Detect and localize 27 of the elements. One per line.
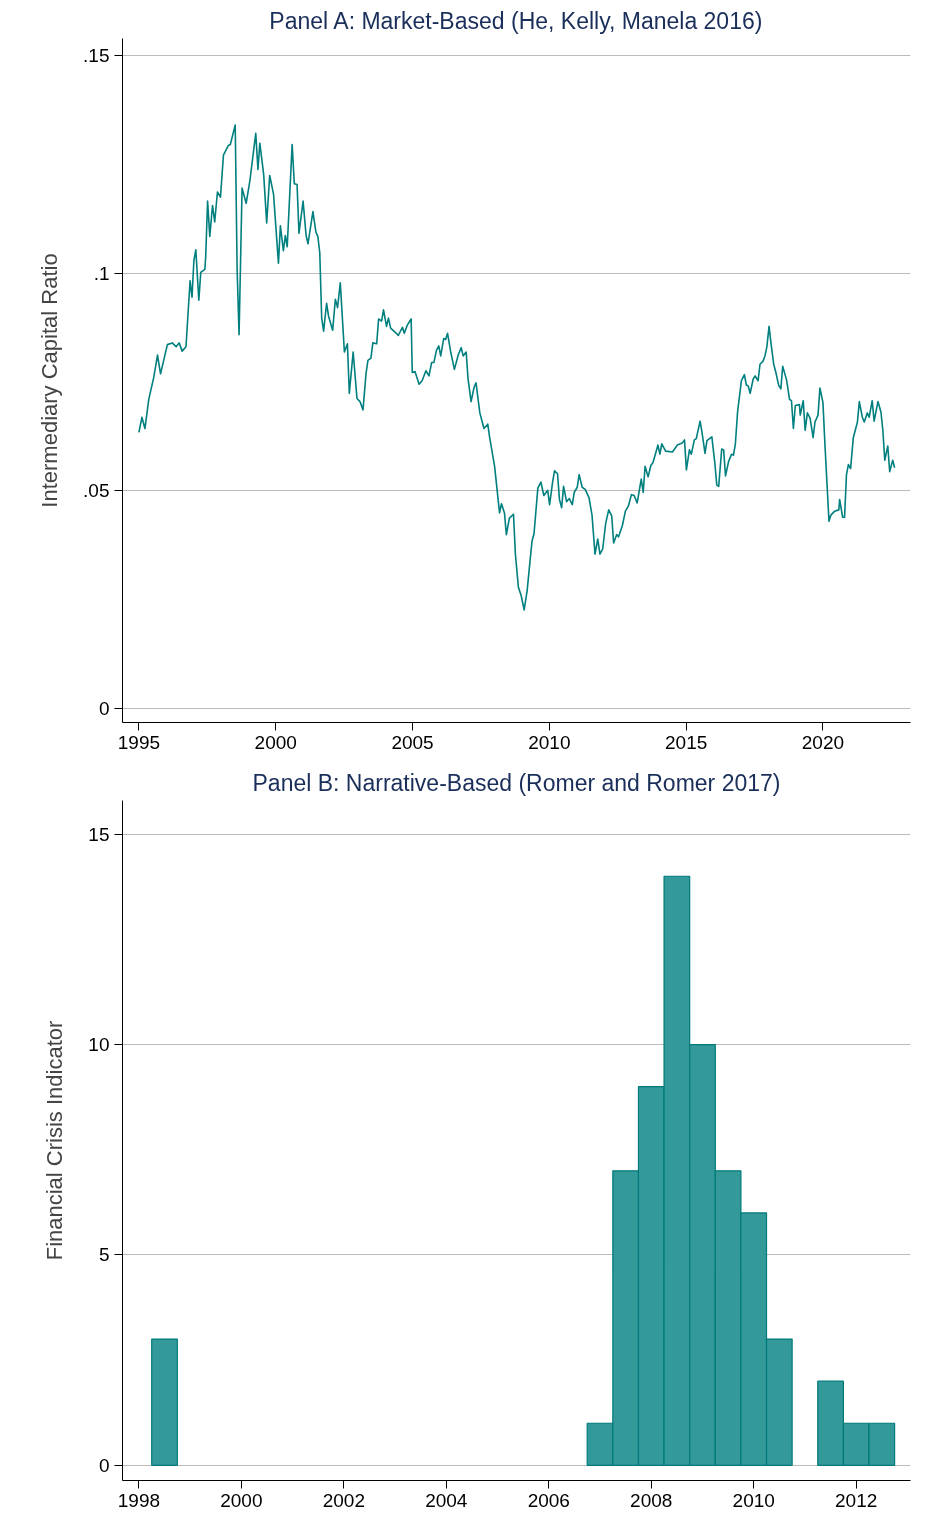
x-tick-label: 1995 [117,731,161,753]
x-tick-label: 2015 [665,731,708,753]
y-tick-label: 15 [88,823,110,845]
y-tick-label: 0 [98,1454,110,1476]
x-tick-label: 2012 [835,1489,878,1511]
x-tick-label: 2010 [528,731,571,753]
chart-title: Panel B: Narrative-Based (Romer and Romer 2017) [252,769,781,796]
x-tick-label: 2002 [322,1489,365,1511]
y-tick-label: .15 [83,45,110,67]
x-tick-label: 2010 [732,1489,775,1511]
x-tick-label: 2004 [425,1489,468,1511]
x-tick-label: 2020 [801,731,845,753]
y-axis-title: Financial Crisis Indicator [42,1020,68,1261]
y-tick-label: 0 [98,697,110,719]
y-tick-label: .1 [93,262,110,284]
x-tick-label: 2005 [391,731,434,753]
line-series [138,124,896,611]
x-tick-label: 2000 [254,731,297,753]
y-tick-label: .05 [83,480,110,502]
x-tick-label: 2000 [220,1489,263,1511]
y-tick-label: 10 [88,1034,110,1056]
y-axis-title: Intermediary Capital Ratio [37,253,63,508]
x-tick-label: 2008 [630,1489,673,1511]
x-tick-label: 1998 [117,1489,161,1511]
y-tick-label: 5 [98,1244,110,1266]
x-tick-label: 2006 [527,1489,570,1511]
chart-title: Panel A: Market-Based (He, Kelly, Manela 2016) [269,7,763,34]
